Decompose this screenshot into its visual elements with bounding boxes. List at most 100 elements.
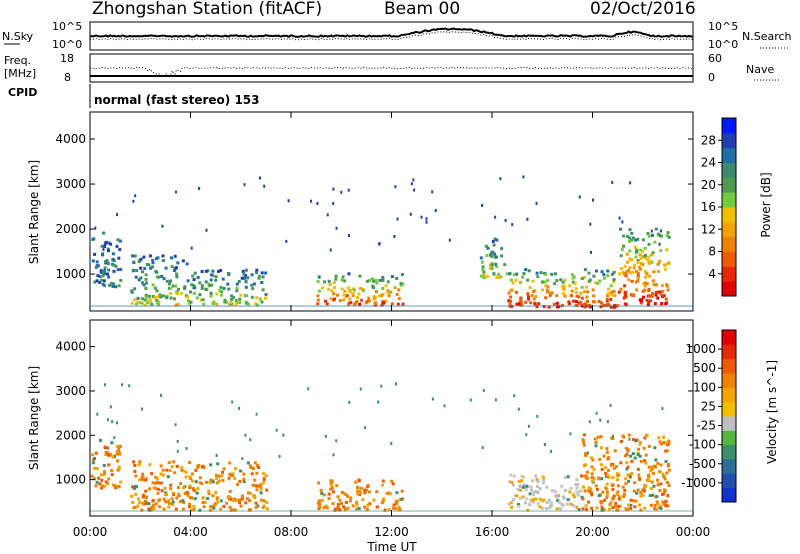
data-cell: [656, 232, 660, 236]
data-cell: [575, 300, 579, 303]
data-cell: [562, 496, 566, 500]
data-cell: [635, 248, 639, 252]
data-cell: [665, 248, 669, 252]
data-cell: [390, 479, 394, 483]
data-cell: [636, 261, 640, 265]
data-cell: [549, 501, 553, 505]
data-cell: [630, 459, 634, 463]
xtick-label: 00:00: [676, 525, 711, 539]
data-cell: [584, 453, 588, 457]
data-cell: [99, 473, 103, 477]
data-cell: [92, 477, 96, 481]
data-cell: [627, 503, 631, 507]
data-cell: [638, 265, 641, 269]
data-cell: [523, 501, 527, 505]
scatter-cell: [324, 434, 327, 438]
data-cell: [609, 297, 613, 301]
data-cell: [546, 278, 550, 282]
data-cell: [205, 288, 209, 292]
data-cell: [264, 293, 268, 296]
data-cell: [520, 474, 524, 478]
data-cell: [615, 492, 619, 496]
data-cell: [637, 447, 640, 451]
data-cell: [606, 291, 610, 295]
data-cell: [615, 508, 619, 512]
scatter-cell: [481, 446, 484, 450]
data-cell: [636, 237, 640, 241]
data-cell: [397, 297, 401, 301]
data-cell: [528, 503, 532, 507]
data-cell: [340, 287, 344, 291]
data-cell: [237, 280, 241, 283]
data-cell: [515, 302, 519, 306]
data-cell: [227, 497, 231, 501]
data-cell: [606, 274, 610, 278]
data-cell: [621, 434, 625, 438]
data-cell: [569, 502, 573, 506]
data-cell: [344, 493, 348, 496]
data-cell: [516, 488, 520, 491]
data-cell: [535, 271, 539, 275]
scatter-cell: [278, 454, 281, 458]
data-cell: [103, 269, 107, 273]
data-cell: [630, 279, 634, 283]
data-cell: [500, 247, 504, 251]
data-cell: [260, 300, 264, 304]
data-cell: [662, 492, 665, 496]
data-cell: [214, 473, 218, 477]
scatter-cell: [231, 400, 234, 404]
power-data-cells: [90, 175, 693, 309]
data-cell: [650, 467, 654, 471]
data-cell: [544, 507, 548, 510]
data-cell: [632, 489, 636, 493]
data-cell: [582, 464, 586, 468]
data-cell: [117, 465, 121, 469]
data-cell: [211, 494, 215, 498]
data-cell: [639, 508, 643, 512]
data-cell: [169, 292, 173, 296]
station-title: Zhongshan Station (fitACF): [92, 0, 322, 19]
data-cell: [209, 478, 213, 482]
data-cell: [211, 480, 215, 484]
colorbar-tick-label: -25: [696, 419, 716, 433]
data-cell: [257, 484, 260, 488]
data-cell: [141, 495, 145, 499]
data-cell: [382, 497, 386, 501]
data-cell: [531, 290, 535, 294]
data-cell: [327, 279, 331, 283]
data-cell: [100, 484, 104, 488]
data-cell: [550, 291, 554, 295]
data-cell: [92, 237, 96, 241]
data-cell: [91, 461, 95, 465]
scatter-cell: [590, 250, 592, 254]
data-cell: [641, 250, 645, 254]
data-cell: [595, 506, 599, 510]
data-cell: [641, 488, 644, 492]
data-cell: [349, 301, 353, 305]
data-cell: [658, 470, 662, 474]
data-cell: [639, 441, 642, 444]
data-cell: [130, 290, 134, 294]
data-cell: [234, 302, 238, 306]
colorbar-swatch: [722, 430, 736, 446]
data-cell: [101, 274, 105, 278]
data-cell: [96, 274, 100, 278]
data-cell: [591, 288, 595, 292]
data-cell: [597, 494, 601, 498]
data-cell: [491, 239, 495, 243]
scatter-cell: [335, 226, 338, 230]
data-cell: [255, 488, 259, 492]
data-cell: [531, 279, 535, 283]
data-cell: [611, 476, 615, 479]
data-cell: [493, 252, 497, 256]
data-cell: [611, 463, 615, 466]
data-cell: [186, 299, 190, 303]
data-cell: [167, 499, 171, 502]
data-cell: [632, 263, 636, 267]
data-cell: [572, 275, 576, 279]
data-cell: [653, 446, 657, 450]
data-cell: [554, 490, 558, 494]
data-cell: [211, 269, 215, 273]
data-cell: [94, 484, 98, 488]
